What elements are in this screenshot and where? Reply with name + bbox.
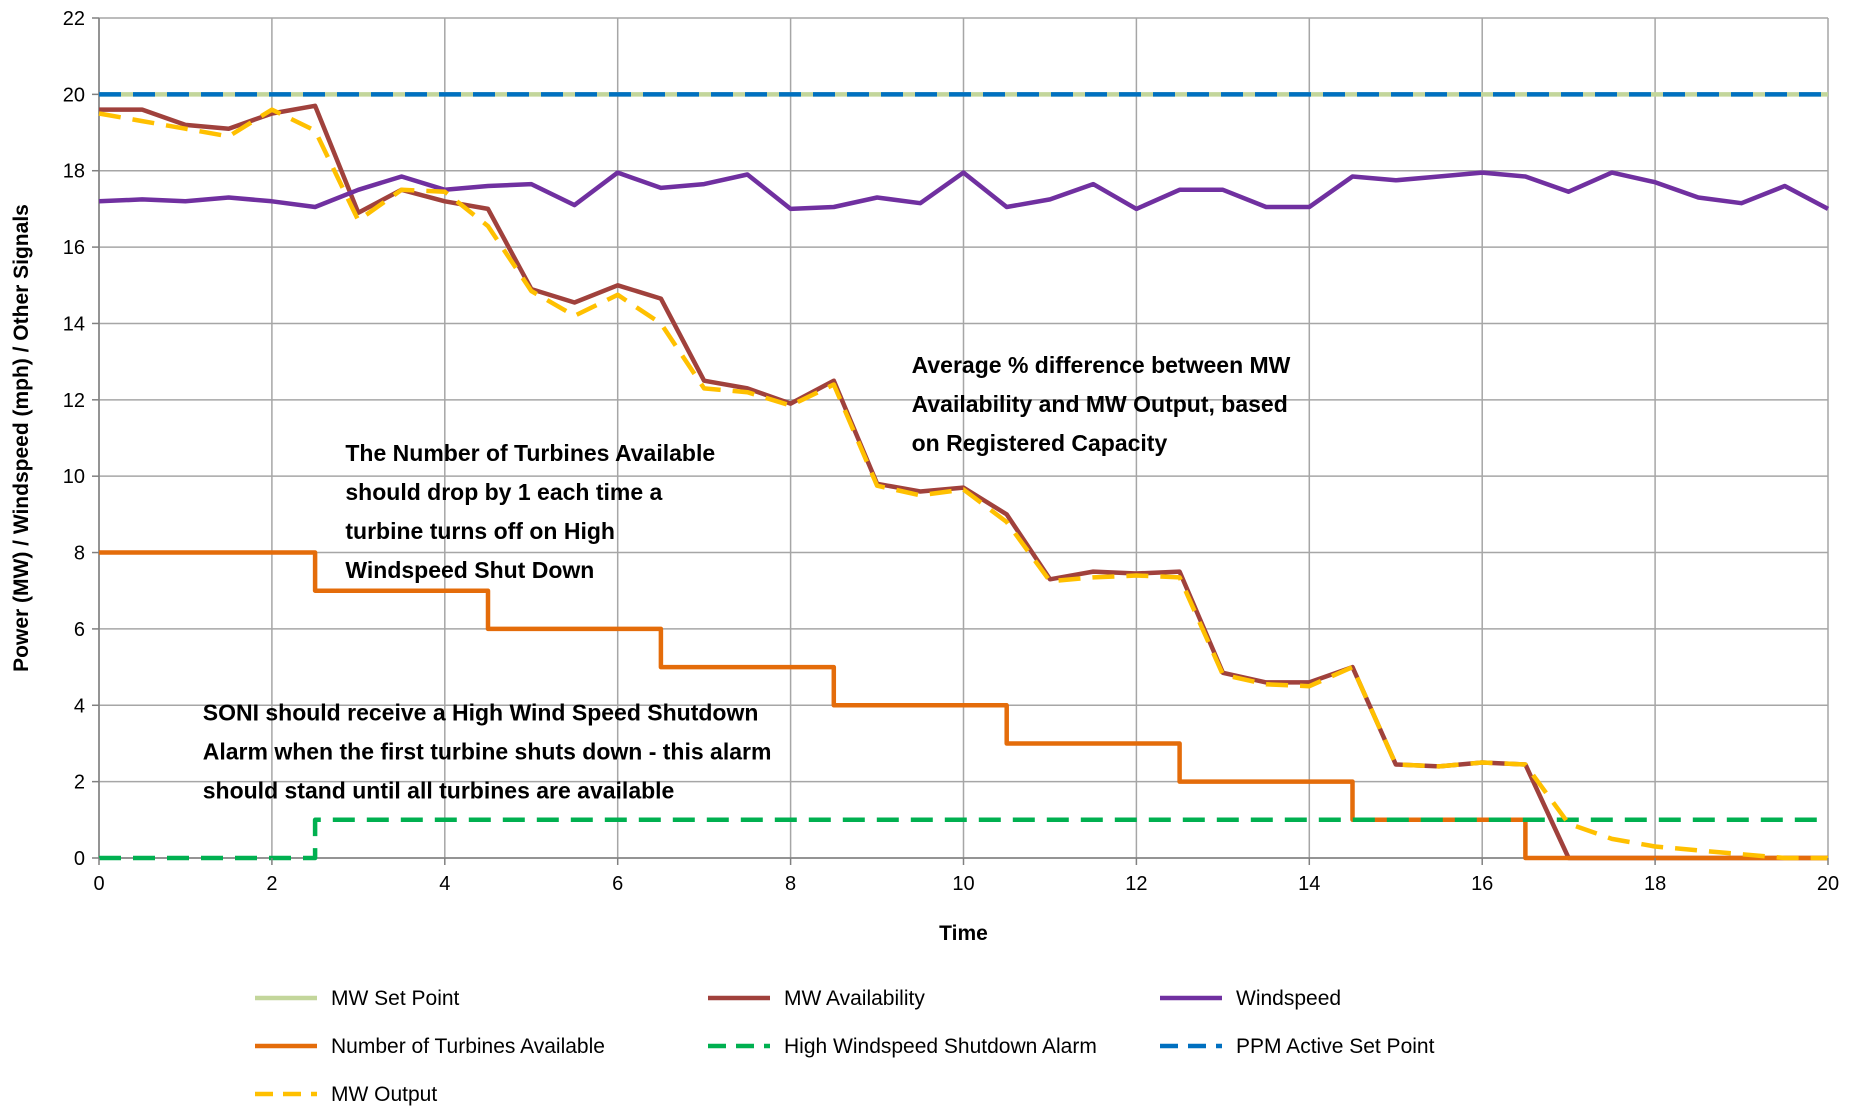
annotation-line: SONI should receive a High Wind Speed Sh…: [203, 700, 759, 726]
legend-item-mw-output: MW Output: [255, 1083, 437, 1106]
y-tick-label: 10: [63, 466, 85, 488]
annotation-2: The Number of Turbines Available should d…: [345, 440, 715, 583]
y-tick-label: 8: [74, 543, 85, 565]
y-tick-label: 22: [63, 8, 85, 30]
x-axis-ticks: 0 2 4 6 8 10 12 14 16 18 20: [93, 858, 1839, 895]
x-tick-label: 0: [93, 873, 104, 895]
legend-label: MW Output: [331, 1083, 437, 1106]
x-axis-label: Time: [939, 922, 988, 945]
legend-label: Number of Turbines Available: [331, 1035, 605, 1058]
annotation-1: Average % difference between MW Availabil…: [912, 352, 1291, 456]
y-tick-label: 16: [63, 237, 85, 259]
y-tick-label: 14: [63, 313, 85, 335]
x-tick-label: 20: [1817, 873, 1839, 895]
x-tick-label: 14: [1298, 873, 1320, 895]
x-tick-label: 16: [1471, 873, 1493, 895]
x-tick-label: 12: [1125, 873, 1147, 895]
y-tick-label: 6: [74, 619, 85, 641]
x-tick-label: 2: [266, 873, 277, 895]
annotation-3: SONI should receive a High Wind Speed Sh…: [203, 700, 772, 804]
annotation-line: turbine turns off on High: [345, 518, 615, 544]
legend-item-windspeed: Windspeed: [1160, 987, 1341, 1010]
y-tick-label: 20: [63, 84, 85, 106]
legend-label: MW Set Point: [331, 987, 460, 1010]
annotations: Average % difference between MW Availabil…: [203, 352, 1291, 803]
series-line-number-of-turbines-available: [99, 550, 1828, 861]
y-tick-label: 2: [74, 772, 85, 794]
annotation-line: should stand until all turbines are avai…: [203, 778, 675, 804]
y-tick-label: 12: [63, 390, 85, 412]
x-tick-label: 8: [785, 873, 796, 895]
y-axis-ticks: 0 2 4 6 8 10 12 14 16 18 20 22: [63, 8, 99, 870]
y-tick-label: 0: [74, 848, 85, 870]
series-line-mw-output: [98, 107, 1828, 861]
y-tick-label: 4: [74, 695, 85, 717]
legend-item-ppm-active-set-point: PPM Active Set Point: [1160, 1035, 1435, 1058]
y-axis-label: Power (MW) / Windspeed (mph) / Other Sig…: [10, 204, 33, 672]
x-tick-label: 10: [952, 873, 974, 895]
legend-item-mw-availability: MW Availability: [708, 987, 925, 1010]
annotation-line: on Registered Capacity: [912, 430, 1168, 456]
series-line-windspeed: [98, 170, 1830, 212]
annotation-line: Windspeed Shut Down: [345, 557, 594, 583]
legend-label: MW Availability: [784, 987, 925, 1010]
series-line-mw-availability: [99, 103, 1828, 861]
annotation-line: should drop by 1 each time a: [345, 479, 662, 505]
legend-label: Windspeed: [1236, 987, 1341, 1010]
annotation-line: Alarm when the first turbine shuts down …: [203, 739, 772, 765]
legend-item-high-windspeed-shutdown-alarm: High Windspeed Shutdown Alarm: [708, 1035, 1097, 1058]
legend: MW Set Point MW Availability Windspeed Numb…: [255, 987, 1435, 1106]
annotation-line: Average % difference between MW: [912, 352, 1291, 378]
legend-item-number-of-turbines-available: Number of Turbines Available: [255, 1035, 605, 1058]
series-layer: [98, 92, 1830, 861]
legend-label: High Windspeed Shutdown Alarm: [784, 1035, 1097, 1058]
legend-label: PPM Active Set Point: [1236, 1035, 1435, 1058]
legend-item-mw-set-point: MW Set Point: [255, 987, 460, 1010]
annotation-line: Availability and MW Output, based: [912, 391, 1288, 417]
y-tick-label: 18: [63, 161, 85, 183]
series-line-high-windspeed-shutdown-alarm: [99, 817, 1828, 861]
x-tick-label: 6: [612, 873, 623, 895]
annotation-line: The Number of Turbines Available: [345, 440, 715, 466]
x-tick-label: 18: [1644, 873, 1666, 895]
x-tick-label: 4: [439, 873, 450, 895]
